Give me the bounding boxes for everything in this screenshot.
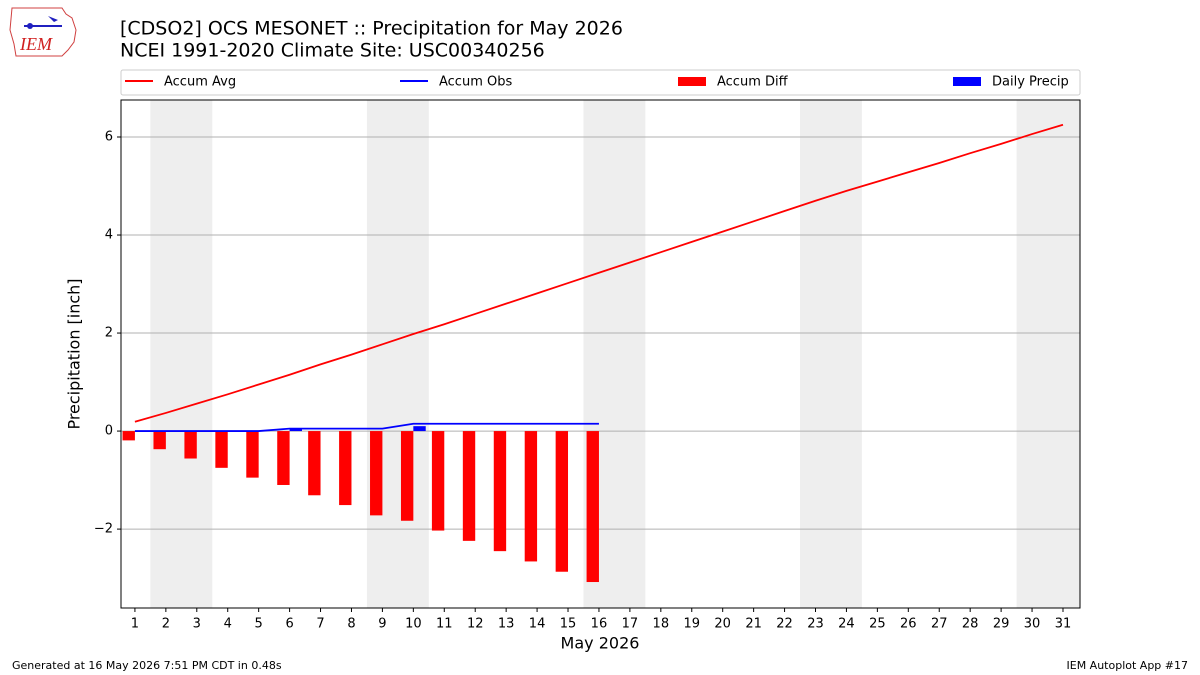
- x-tick-label: 31: [1055, 617, 1072, 632]
- bar: [339, 431, 352, 506]
- plot-frame: [120, 99, 1081, 609]
- legend-swatch: [953, 77, 981, 86]
- x-axis-label: May 2026: [561, 634, 640, 653]
- x-tick-label: 4: [224, 617, 232, 632]
- logo: IEM: [9, 7, 77, 57]
- logo-outline: [9, 7, 77, 57]
- x-tick-label: 11: [436, 617, 453, 632]
- legend-label: Daily Precip: [992, 75, 1069, 90]
- logo-dot: [27, 23, 33, 29]
- legend-box: [120, 69, 1081, 96]
- weekend-shade: [1016, 100, 1080, 608]
- x-tick-label: 27: [931, 617, 948, 632]
- x-tick-label: 14: [529, 617, 546, 632]
- line: [134, 123, 1064, 423]
- logo-flag: [48, 16, 58, 22]
- logo-text: IEM: [19, 34, 53, 54]
- footer-left: Generated at 16 May 2026 7:51 PM CDT in …: [12, 659, 282, 672]
- y-tick-label: 2: [105, 326, 113, 341]
- x-tick-label: 15: [560, 617, 577, 632]
- x-tick-label: 8: [347, 617, 355, 632]
- x-tick-label: 3: [193, 617, 201, 632]
- bar: [122, 431, 135, 441]
- bar: [462, 431, 476, 541]
- bar: [153, 431, 166, 450]
- bar: [413, 426, 426, 432]
- x-tick-label: 13: [498, 617, 515, 632]
- weekend-shade: [150, 100, 213, 608]
- bar: [370, 431, 383, 516]
- legend-label: Accum Obs: [439, 75, 512, 90]
- bar: [555, 431, 569, 572]
- bar: [289, 428, 302, 432]
- x-tick-label: 21: [745, 617, 762, 632]
- bar: [184, 431, 197, 459]
- x-tick-label: 6: [285, 617, 293, 632]
- bar: [524, 431, 538, 562]
- x-tick-label: 30: [1024, 617, 1041, 632]
- x-tick-label: 18: [653, 617, 670, 632]
- legend-label: Accum Avg: [164, 75, 236, 90]
- y-axis-label: Precipitation [inch]: [65, 278, 84, 429]
- x-tick-label: 5: [255, 617, 263, 632]
- x-tick-label: 12: [467, 617, 484, 632]
- x-tick-label: 19: [683, 617, 700, 632]
- x-tick-label: 2: [162, 617, 170, 632]
- legend-label: Accum Diff: [717, 75, 789, 90]
- x-tick-label: 29: [993, 617, 1010, 632]
- x-tick-label: 28: [962, 617, 979, 632]
- x-tick-label: 25: [869, 617, 886, 632]
- legend-swatch: [678, 77, 706, 86]
- chart-title: [CDSO2] OCS MESONET :: Precipitation for…: [120, 18, 623, 40]
- bar: [586, 431, 599, 583]
- x-tick-label: 16: [591, 617, 608, 632]
- weekend-shade: [800, 100, 862, 608]
- y-tick-label: 0: [105, 424, 113, 439]
- x-tick-label: 22: [776, 617, 793, 632]
- x-tick-label: 1: [131, 617, 139, 632]
- y-tick-label: 4: [105, 228, 113, 243]
- x-tick-label: 9: [378, 617, 386, 632]
- line: [134, 422, 599, 432]
- x-tick-label: 20: [714, 617, 731, 632]
- chart-subtitle: NCEI 1991-2020 Climate Site: USC00340256: [120, 40, 545, 62]
- bar: [493, 431, 507, 552]
- x-tick-label: 7: [316, 617, 324, 632]
- weekend-shade: [366, 100, 429, 608]
- bar: [400, 431, 414, 521]
- x-tick-label: 24: [838, 617, 855, 632]
- x-tick-label: 10: [405, 617, 422, 632]
- x-tick-label: 23: [807, 617, 824, 632]
- bar: [431, 431, 445, 531]
- footer-right: IEM Autoplot App #17: [1067, 659, 1189, 672]
- y-tick-label: −2: [94, 522, 113, 537]
- bar: [308, 431, 321, 496]
- bar: [246, 431, 259, 478]
- bar: [215, 431, 228, 468]
- y-tick-label: 6: [105, 130, 113, 145]
- plot-area: [121, 100, 1080, 608]
- x-tick-label: 26: [900, 617, 917, 632]
- bar: [277, 431, 290, 485]
- x-tick-label: 17: [622, 617, 639, 632]
